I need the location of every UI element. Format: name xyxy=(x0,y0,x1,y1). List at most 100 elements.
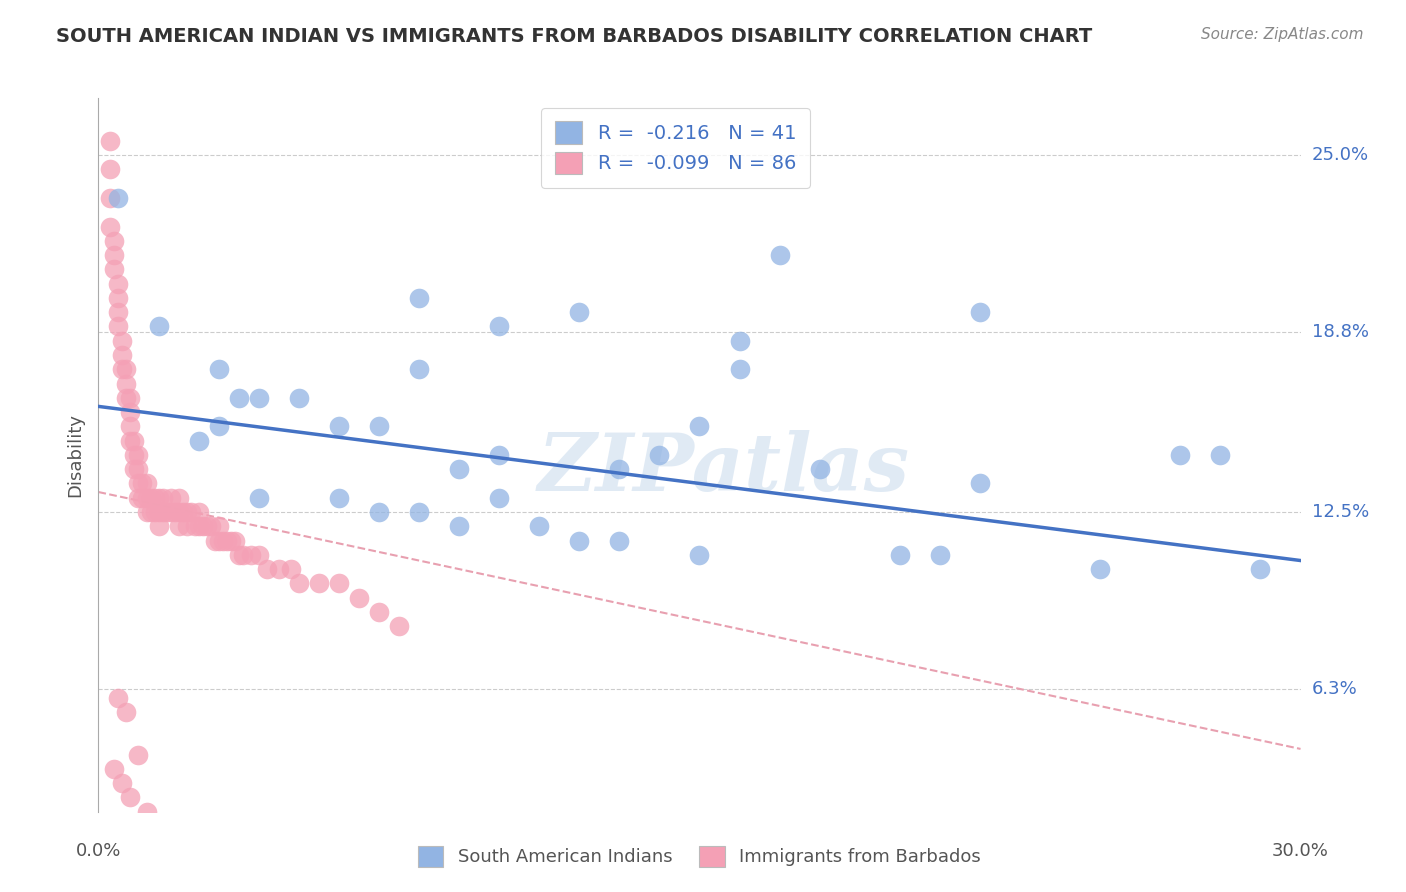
Point xyxy=(488,319,510,334)
Point xyxy=(288,391,311,405)
Point xyxy=(204,533,226,548)
Point xyxy=(219,533,242,548)
Point xyxy=(115,705,138,719)
Point xyxy=(167,519,190,533)
Point xyxy=(107,191,129,205)
Point xyxy=(128,476,150,491)
Point xyxy=(115,376,138,391)
Point xyxy=(969,476,991,491)
Point xyxy=(247,491,270,505)
Point xyxy=(232,548,254,562)
Point xyxy=(100,219,122,234)
Point xyxy=(139,491,162,505)
Point xyxy=(447,519,470,533)
Point xyxy=(148,519,170,533)
Point xyxy=(308,576,330,591)
Point xyxy=(128,747,150,762)
Point xyxy=(115,362,138,376)
Point xyxy=(247,391,270,405)
Text: Source: ZipAtlas.com: Source: ZipAtlas.com xyxy=(1201,27,1364,42)
Point xyxy=(728,334,751,348)
Point xyxy=(167,505,190,519)
Point xyxy=(172,505,194,519)
Point xyxy=(889,548,911,562)
Point xyxy=(180,505,202,519)
Point xyxy=(120,434,142,448)
Point xyxy=(488,491,510,505)
Legend: South American Indians, Immigrants from Barbados: South American Indians, Immigrants from … xyxy=(411,838,988,874)
Point xyxy=(152,505,174,519)
Point xyxy=(111,348,134,362)
Point xyxy=(120,419,142,434)
Point xyxy=(128,491,150,505)
Point xyxy=(1250,562,1272,576)
Text: 6.3%: 6.3% xyxy=(1312,680,1357,698)
Point xyxy=(529,519,551,533)
Point xyxy=(176,519,198,533)
Point xyxy=(107,305,129,319)
Point xyxy=(328,576,350,591)
Point xyxy=(208,419,231,434)
Point xyxy=(107,319,129,334)
Point xyxy=(347,591,370,605)
Point xyxy=(155,505,177,519)
Point xyxy=(107,291,129,305)
Point xyxy=(135,491,157,505)
Point xyxy=(191,519,214,533)
Point xyxy=(408,291,430,305)
Point xyxy=(215,533,238,548)
Point xyxy=(208,533,231,548)
Point xyxy=(688,548,710,562)
Point xyxy=(288,576,311,591)
Point xyxy=(211,533,233,548)
Point xyxy=(128,462,150,476)
Point xyxy=(609,462,631,476)
Point xyxy=(167,491,190,505)
Point xyxy=(929,548,952,562)
Point xyxy=(131,491,153,505)
Point xyxy=(100,162,122,177)
Point xyxy=(148,319,170,334)
Point xyxy=(256,562,278,576)
Point xyxy=(135,505,157,519)
Point xyxy=(124,434,146,448)
Point xyxy=(120,391,142,405)
Point xyxy=(228,548,250,562)
Point xyxy=(208,362,231,376)
Point xyxy=(368,505,391,519)
Point xyxy=(139,505,162,519)
Point xyxy=(1088,562,1111,576)
Point xyxy=(568,533,591,548)
Point xyxy=(328,491,350,505)
Text: 25.0%: 25.0% xyxy=(1312,146,1369,164)
Point xyxy=(328,419,350,434)
Text: SOUTH AMERICAN INDIAN VS IMMIGRANTS FROM BARBADOS DISABILITY CORRELATION CHART: SOUTH AMERICAN INDIAN VS IMMIGRANTS FROM… xyxy=(56,27,1092,45)
Point xyxy=(408,505,430,519)
Point xyxy=(159,491,181,505)
Point xyxy=(368,605,391,619)
Point xyxy=(103,262,125,277)
Point xyxy=(131,476,153,491)
Point xyxy=(187,519,209,533)
Point xyxy=(408,362,430,376)
Point xyxy=(183,519,205,533)
Text: 30.0%: 30.0% xyxy=(1272,842,1329,860)
Text: 0.0%: 0.0% xyxy=(76,842,121,860)
Point xyxy=(1209,448,1232,462)
Point xyxy=(239,548,262,562)
Point xyxy=(176,505,198,519)
Point xyxy=(103,248,125,262)
Point xyxy=(135,805,157,819)
Point xyxy=(124,462,146,476)
Point xyxy=(368,419,391,434)
Point xyxy=(103,762,125,776)
Point xyxy=(107,690,129,705)
Point xyxy=(247,548,270,562)
Point xyxy=(107,277,129,291)
Point xyxy=(100,191,122,205)
Point xyxy=(388,619,411,633)
Point xyxy=(187,434,209,448)
Point xyxy=(208,519,231,533)
Text: ZIPatlas: ZIPatlas xyxy=(537,431,910,508)
Point xyxy=(267,562,290,576)
